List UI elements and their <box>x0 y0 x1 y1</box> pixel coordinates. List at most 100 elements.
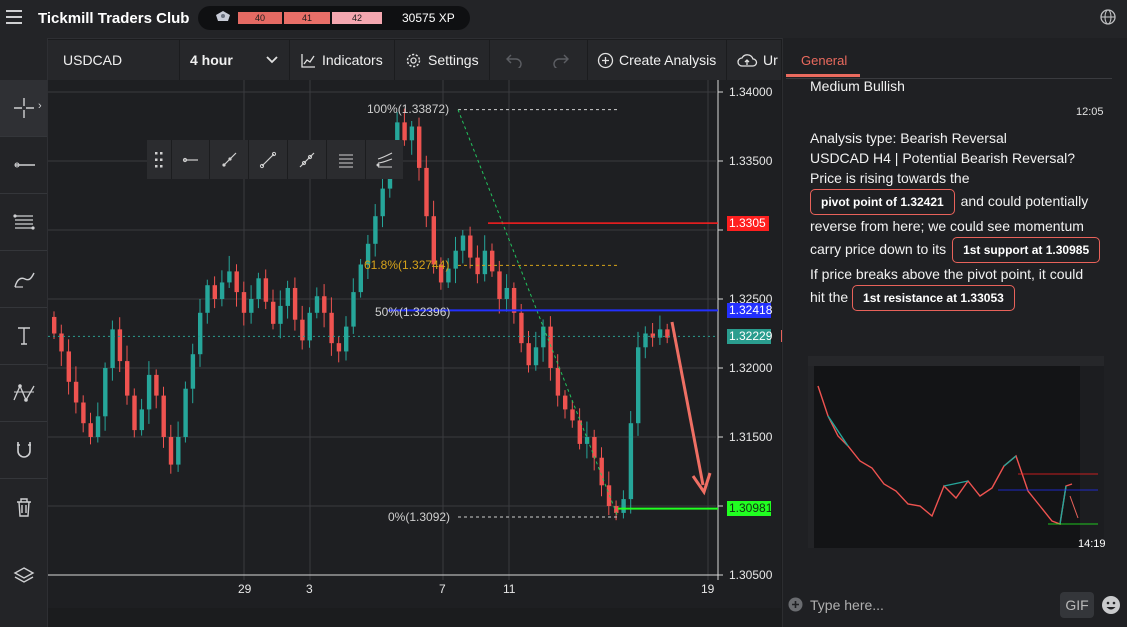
candle-body <box>117 329 123 362</box>
candle-body <box>205 285 210 313</box>
candle-body <box>460 235 466 251</box>
undo-icon[interactable] <box>505 52 523 68</box>
tab-general[interactable]: General <box>801 53 848 68</box>
candle-body <box>183 388 188 437</box>
chevron-down-icon[interactable] <box>265 55 279 65</box>
candle-body <box>584 437 590 444</box>
message-timestamp: 14:19 <box>1078 538 1106 550</box>
candle-body <box>52 316 57 334</box>
message-text: hit the <box>810 289 849 305</box>
candle-body <box>599 457 604 486</box>
candle-body <box>139 409 144 431</box>
cloud-upload-icon <box>737 53 758 67</box>
chart-toolbar <box>48 40 781 80</box>
price-tick-label: 1.32500 <box>729 292 773 306</box>
trend-line-icon <box>259 151 277 168</box>
drag-handle[interactable] <box>147 140 171 179</box>
candle-body <box>59 333 64 352</box>
candle-body <box>278 305 283 324</box>
emoji-icon[interactable] <box>1101 595 1121 615</box>
candle-body <box>475 257 480 275</box>
price-tick-label: 1.30500 <box>729 568 773 582</box>
analysis-thumbnail[interactable] <box>808 356 1104 548</box>
magnet-tool[interactable] <box>0 422 47 478</box>
timeframe-dropdown[interactable]: 4 hour <box>190 40 233 80</box>
message-text: Medium Bullish <box>810 78 905 94</box>
plus-circle-icon <box>597 52 614 68</box>
xp-level-segment: 40 <box>238 12 282 24</box>
message-text: reverse from here; we could see momentum <box>810 218 1084 234</box>
parallel-channel-tool[interactable] <box>327 140 365 179</box>
candle-body <box>526 343 531 366</box>
symbol-selector[interactable]: USDCAD <box>63 52 123 68</box>
gif-button[interactable]: GIF <box>1060 592 1094 618</box>
trend-line-tool[interactable] <box>249 140 287 179</box>
fibonacci-lines-icon <box>12 214 35 230</box>
candle-body <box>380 188 385 217</box>
create-analysis-label: Create Analysis <box>619 52 717 68</box>
candle-body <box>541 326 546 348</box>
line-tool[interactable] <box>0 137 47 193</box>
layers-tool[interactable] <box>0 547 47 603</box>
add-attachment-icon[interactable] <box>788 597 803 612</box>
candle-body <box>533 347 539 366</box>
candle-body <box>234 271 239 293</box>
price-chart[interactable] <box>48 80 781 608</box>
active-tab-underline <box>786 74 860 77</box>
fib-618-label: 61.8%(1.32744) <box>364 258 450 272</box>
candle-body <box>212 285 217 299</box>
candle-body <box>555 368 561 396</box>
candle-body <box>241 292 247 313</box>
resistance-tag[interactable]: 1st resistance at 1.33053 <box>852 285 1015 311</box>
candle-body <box>577 420 582 444</box>
candle-body <box>417 126 422 168</box>
tab-divider <box>786 78 1112 79</box>
chevron-right-icon[interactable]: › <box>38 100 42 112</box>
redo-icon[interactable] <box>552 52 570 68</box>
create-analysis-button[interactable]: Create Analysis <box>597 40 716 80</box>
pivot-point-tag[interactable]: pivot point of 1.32421 <box>810 189 955 215</box>
candle-body <box>110 329 115 368</box>
candle-body <box>95 416 101 437</box>
upload-label: Ur <box>763 52 778 68</box>
timeframe-value: 4 hour <box>190 52 233 68</box>
candle-body <box>271 301 276 324</box>
text-tool[interactable] <box>0 308 47 364</box>
rank-badge-icon <box>216 11 230 21</box>
support-price-tag: 1.30981 <box>727 501 773 516</box>
layers-icon <box>13 567 34 583</box>
candle-body <box>497 271 502 299</box>
chart-line-icon <box>301 53 315 68</box>
settings-button[interactable]: Settings <box>405 40 479 80</box>
pattern-tool[interactable] <box>0 365 47 421</box>
drawing-tools-sidebar: › <box>0 38 48 627</box>
globe-icon[interactable] <box>1099 8 1117 26</box>
candle-body <box>176 437 181 465</box>
message-timestamp: 12:05 <box>1076 106 1104 118</box>
indicators-button[interactable]: Indicators <box>300 40 383 80</box>
delete-tool[interactable] <box>0 479 47 535</box>
crosshair-tool[interactable] <box>0 80 47 136</box>
horizontal-ray-tool[interactable] <box>171 140 209 179</box>
message-line: carry price down to its 1st support at 1… <box>810 237 1101 263</box>
fib-fan-tool[interactable] <box>366 140 404 179</box>
support-tag[interactable]: 1st support at 1.30985 <box>952 237 1101 263</box>
message-input[interactable]: Type here... <box>810 597 884 613</box>
hamburger-menu-icon[interactable] <box>6 10 22 24</box>
ray-tool[interactable] <box>210 140 248 179</box>
candle-body <box>168 437 174 465</box>
candle-body <box>88 423 93 437</box>
upload-button[interactable]: Ur <box>736 40 781 80</box>
candle-body <box>292 287 298 320</box>
extended-line-tool[interactable] <box>288 140 326 179</box>
candle-body <box>650 333 655 338</box>
candle-body <box>373 216 378 244</box>
fibonacci-tool[interactable] <box>0 194 47 250</box>
candle-body <box>81 402 86 424</box>
candle-body <box>628 423 634 500</box>
brush-tool[interactable] <box>0 251 47 307</box>
gear-icon <box>406 53 421 67</box>
time-tick-label: 29 <box>238 582 252 596</box>
candle-body <box>490 250 495 272</box>
candle-body <box>636 347 641 424</box>
